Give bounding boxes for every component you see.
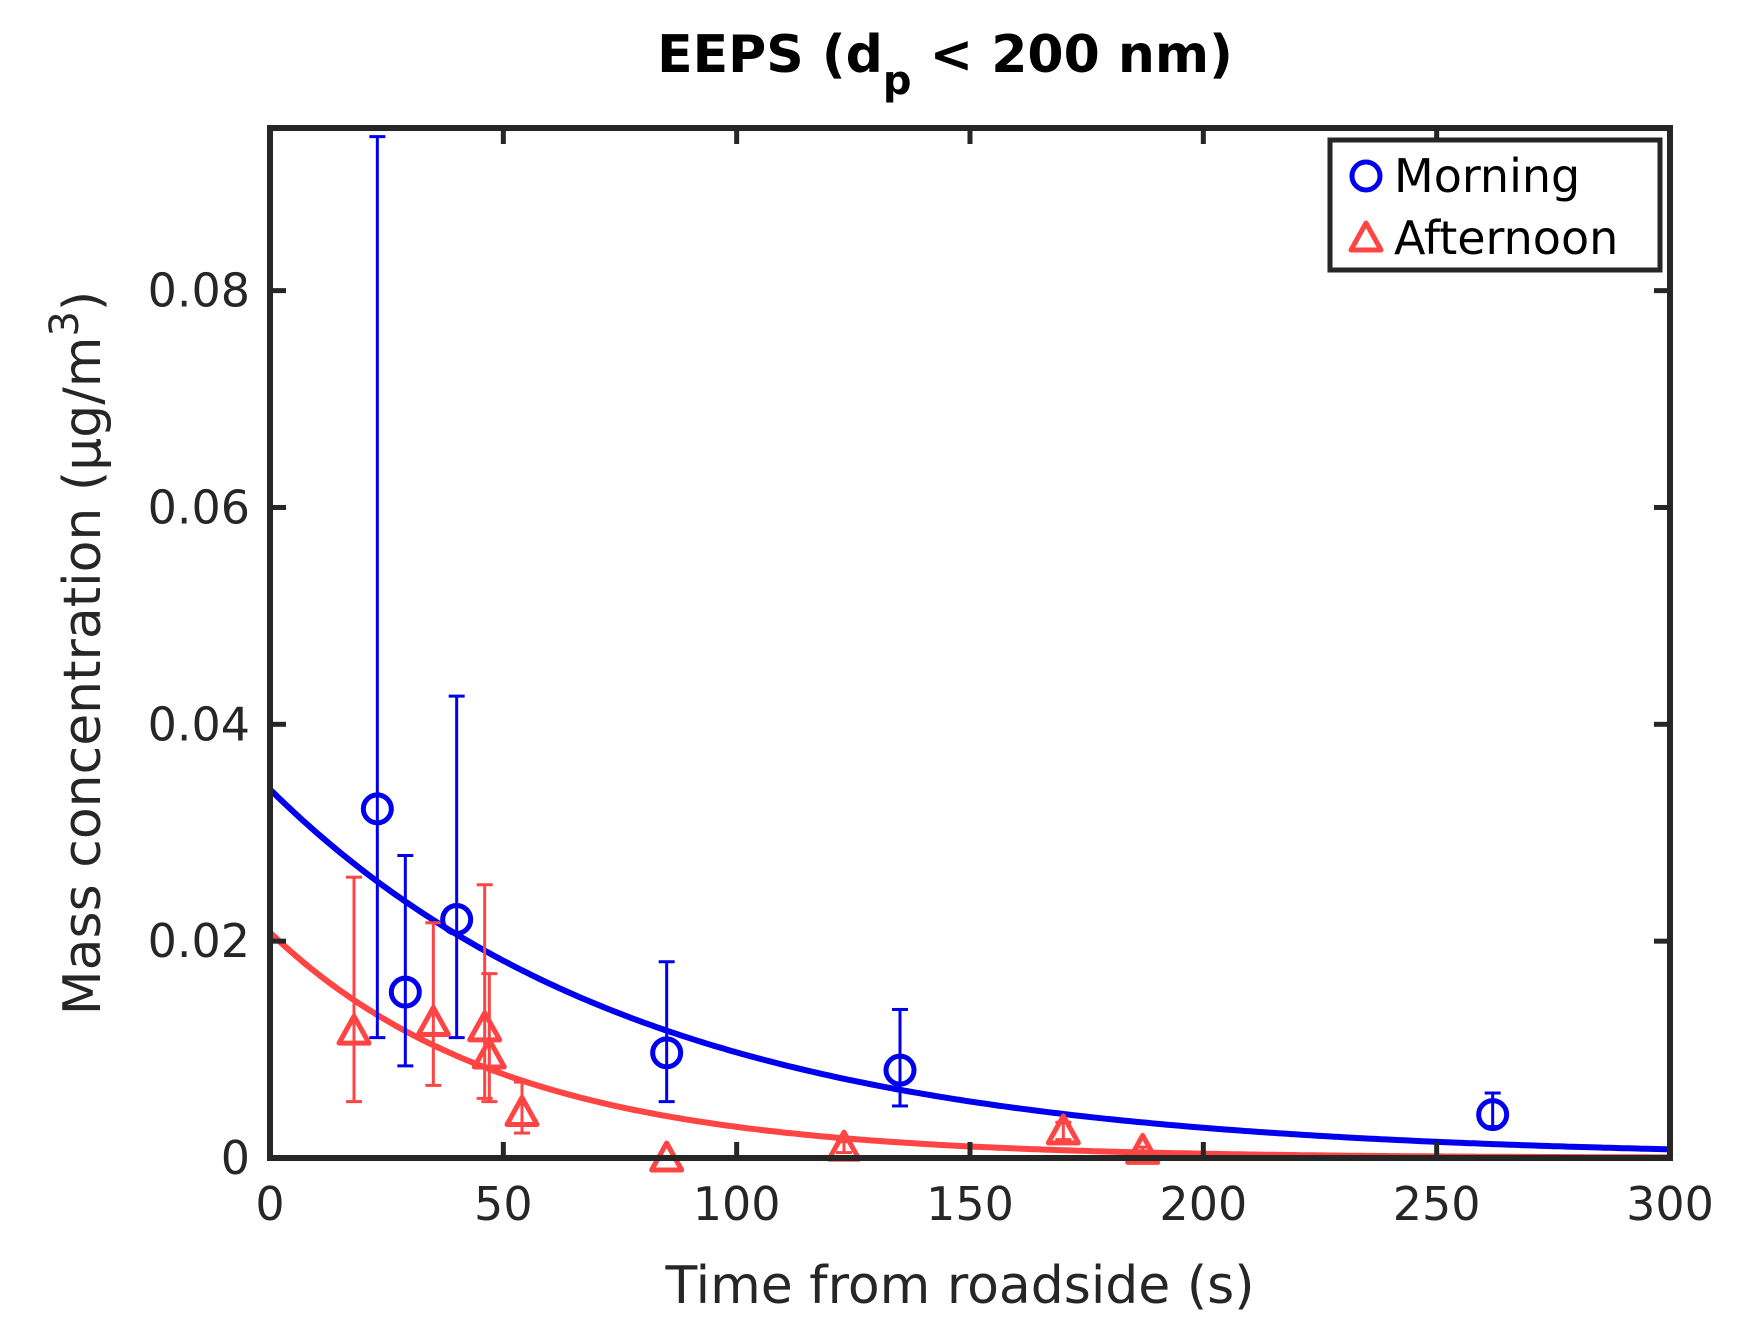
y-tick-label: 0 [221, 1131, 250, 1185]
data-point-afternoon [1045, 1113, 1081, 1146]
x-tick-label: 50 [474, 1177, 533, 1231]
y-axis-title-main: Mass concentration (µg/m [53, 337, 113, 1016]
x-tick-label: 100 [693, 1177, 781, 1231]
error-bar-afternoon [346, 875, 362, 1104]
legend-marker-afternoon [1348, 220, 1384, 253]
data-point-afternoon [471, 1037, 507, 1070]
error-bar-morning [448, 694, 465, 1040]
data-point-afternoon [467, 1010, 503, 1043]
x-tick-label: 0 [255, 1177, 284, 1231]
data-point-morning [650, 1036, 684, 1070]
data-point-morning [883, 1053, 917, 1087]
legend: Morning Afternoon [1327, 137, 1663, 273]
x-tick-label: 300 [1626, 1177, 1714, 1231]
x-tick-label: 250 [1393, 1177, 1481, 1231]
plot-area [270, 128, 1670, 1158]
y-tick-label: 0.08 [148, 264, 250, 318]
y-tick-label: 0.06 [148, 480, 250, 534]
error-bars [346, 135, 1501, 1156]
chart-title-tail: < 200 nm) [911, 25, 1232, 85]
legend-box [1327, 137, 1663, 273]
legend-label-morning: Morning [1394, 149, 1580, 203]
y-tick-labels: 0 0.02 0.04 0.06 0.08 [148, 264, 250, 1185]
legend-label-afternoon: Afternoon [1394, 211, 1618, 265]
y-axis-title: Mass concentration (µg/m3) [42, 291, 113, 1015]
y-axis-title-superscript: 3 [42, 311, 88, 336]
x-tick-label: 200 [1159, 1177, 1247, 1231]
chart-title-main: EEPS (d [657, 25, 883, 85]
error-bar-morning [658, 960, 675, 1104]
data-point-afternoon [336, 1013, 372, 1046]
chart-title: EEPS (dp < 200 nm) [657, 25, 1233, 104]
error-bar-morning [369, 135, 386, 1040]
data-point-morning [360, 792, 394, 826]
x-tick-labels: 0 50 100 150 200 250 300 [255, 1177, 1714, 1231]
data-point-morning [388, 975, 422, 1009]
chart-title-subscript: p [883, 58, 912, 104]
legend-marker-morning [1349, 159, 1383, 193]
error-bar-afternoon [425, 921, 442, 1087]
error-bar-morning [397, 854, 414, 1068]
x-axis-title: Time from roadside (s) [665, 1256, 1255, 1316]
y-tick-label: 0.04 [148, 697, 250, 751]
data-point-morning [1476, 1098, 1510, 1132]
data-point-afternoon [1125, 1132, 1161, 1165]
x-tick-label: 150 [926, 1177, 1014, 1231]
ticks [267, 128, 1673, 1161]
y-tick-label: 0.02 [148, 914, 250, 968]
fit-line-morning [270, 787, 1670, 1153]
y-axis-title-tail: ) [53, 291, 113, 311]
data-point-afternoon [415, 1004, 451, 1037]
data-point-afternoon [504, 1094, 540, 1127]
data-markers [336, 792, 1510, 1173]
data-point-morning [440, 902, 474, 936]
